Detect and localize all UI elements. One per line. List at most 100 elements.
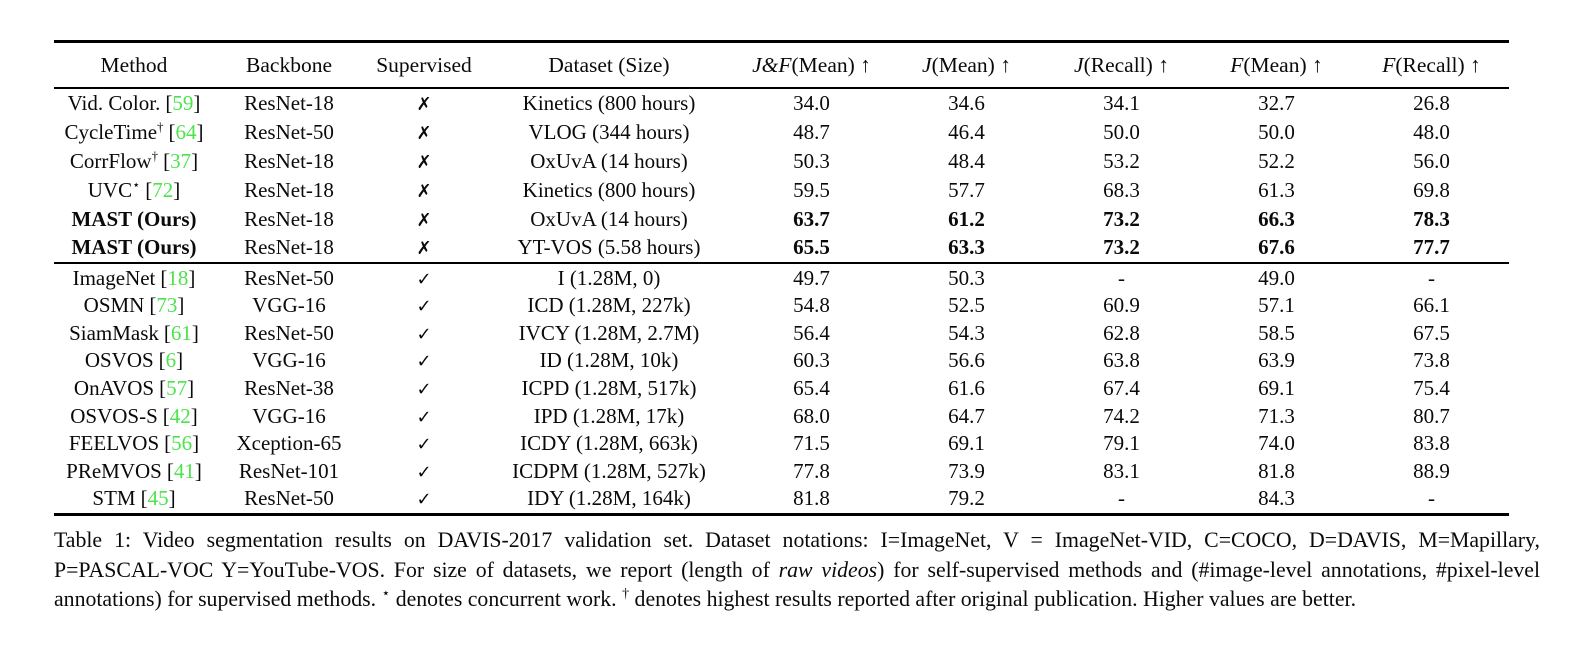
citation-number[interactable]: 41 <box>173 458 195 483</box>
metric-value: 68.0 <box>793 403 830 428</box>
citation-number[interactable]: 59 <box>172 90 194 115</box>
metric-value: 60.3 <box>793 348 830 373</box>
method-name: CorrFlow <box>69 148 152 173</box>
method-cell: STM [45] <box>54 486 214 511</box>
metric-value: 54.8 <box>793 293 830 318</box>
dataset-cell: IPD (1.28M, 17k) <box>533 403 685 428</box>
citation-link[interactable]: [42] <box>163 404 198 428</box>
backbone-cell: VGG-16 <box>252 348 326 373</box>
citation-link[interactable]: [45] <box>141 486 176 510</box>
citation-number[interactable]: 18 <box>167 265 189 290</box>
supervised-cell: ✓ <box>364 486 484 511</box>
citation-number[interactable]: 45 <box>147 486 169 511</box>
method-name: Vid. Color. <box>67 90 161 115</box>
method-cell: MAST (Ours) <box>54 235 214 260</box>
table-row: FEELVOS [56] Xception-65 ✓ ICDY (1.28M, 6… <box>54 430 1509 458</box>
results-table: Method Backbone Supervised Dataset (Size) J&… <box>54 40 1509 516</box>
citation-bracket-close: ] <box>187 376 195 401</box>
method-superscript: ⋆ <box>132 176 141 192</box>
citation-link[interactable]: [59] <box>165 91 200 115</box>
citation-bracket-close: ] <box>177 293 185 318</box>
backbone-cell: ResNet-18 <box>244 177 334 202</box>
metric-value: 63.9 <box>1258 348 1295 373</box>
citation-bracket-close: ] <box>193 90 201 115</box>
method-name: PReMVOS <box>66 458 162 483</box>
supervised-cell: ✗ <box>364 207 484 232</box>
metric-value: 73.9 <box>948 458 985 483</box>
dataset-cell: ID (1.28M, 10k) <box>539 348 679 373</box>
table-section-self-supervised: Vid. Color. [59] ResNet-18 ✗ Kinetics (80… <box>54 89 1509 262</box>
metric-value: 50.3 <box>793 148 830 173</box>
citation-link[interactable]: [73] <box>149 293 184 317</box>
dataset-cell: OxUvA (14 hours) <box>530 148 688 173</box>
method-cell: CorrFlow† [37] <box>54 149 214 174</box>
table-row: PReMVOS [41] ResNet-101 ✓ ICDPM (1.28M, 5… <box>54 458 1509 486</box>
metric-value: - <box>1428 265 1435 290</box>
method-name: OSMN <box>83 293 145 318</box>
dataset-cell: IVCY (1.28M, 2.7M) <box>518 320 700 345</box>
metric-value: 83.1 <box>1103 458 1140 483</box>
metric-value: 50.0 <box>1258 119 1295 144</box>
caption-segment: denotes highest results reported after o… <box>629 587 1357 612</box>
metric-value: 54.3 <box>948 320 985 345</box>
citation-number[interactable]: 42 <box>169 403 191 428</box>
method-cell: UVC⋆ [72] <box>54 178 214 203</box>
column-header: J(Mean) ↑ <box>889 53 1044 78</box>
column-header-math: F <box>1230 52 1244 77</box>
method-superscript: † <box>157 118 164 134</box>
metric-value: 61.3 <box>1258 177 1295 202</box>
metric-value: 32.7 <box>1258 90 1295 115</box>
metric-value: - <box>1428 486 1435 511</box>
method-cell: CycleTime† [64] <box>54 120 214 145</box>
citation-number[interactable]: 37 <box>170 148 192 173</box>
citation-bracket-close: ] <box>168 486 176 511</box>
caption-segment: ) for self-supervised methods and (#imag… <box>54 557 1540 612</box>
metric-value: 75.4 <box>1413 376 1450 401</box>
metric-value: 74.0 <box>1258 431 1295 456</box>
method-name: OSVOS <box>84 348 154 373</box>
citation-number[interactable]: 6 <box>165 348 177 373</box>
citation-bracket-open: [ <box>166 458 174 483</box>
method-name: CycleTime <box>64 119 158 144</box>
citation-bracket-close: ] <box>196 119 204 144</box>
citation-link[interactable]: [6] <box>159 348 184 372</box>
citation-link[interactable]: [61] <box>164 321 199 345</box>
dataset-cell: IDY (1.28M, 164k) <box>527 486 691 511</box>
metric-value: - <box>1118 265 1125 290</box>
column-header: J&F(Mean) ↑ <box>734 53 889 78</box>
citation-bracket-open: [ <box>160 265 168 290</box>
supervised-cell: ✗ <box>364 91 484 116</box>
citation-number[interactable]: 73 <box>156 293 178 318</box>
citation-link[interactable]: [37] <box>163 149 198 173</box>
metric-value: 65.5 <box>793 235 830 260</box>
metric-value: 52.5 <box>948 293 985 318</box>
cross-icon: ✗ <box>416 180 432 202</box>
citation-bracket-close: ] <box>176 348 184 373</box>
method-cell: OSVOS [6] <box>54 348 214 373</box>
citation-number[interactable]: 61 <box>170 320 192 345</box>
citation-link[interactable]: [72] <box>145 178 180 202</box>
check-icon: ✓ <box>416 268 432 290</box>
citation-link[interactable]: [18] <box>160 266 195 290</box>
citation-link[interactable]: [64] <box>169 120 204 144</box>
citation-number[interactable]: 72 <box>152 177 174 202</box>
citation-bracket-close: ] <box>188 265 196 290</box>
metric-value: 73.2 <box>1103 235 1140 260</box>
table-mid-rule <box>54 262 1509 265</box>
citation-number[interactable]: 57 <box>166 376 188 401</box>
citation-number[interactable]: 56 <box>171 431 193 456</box>
check-icon: ✓ <box>416 489 432 511</box>
column-header-label: (Mean) ↑ <box>1243 52 1323 77</box>
dataset-cell: ICDY (1.28M, 663k) <box>520 431 698 456</box>
metric-value: 80.7 <box>1413 403 1450 428</box>
backbone-cell: ResNet-50 <box>244 320 334 345</box>
citation-number[interactable]: 64 <box>175 119 197 144</box>
citation-link[interactable]: [57] <box>159 376 194 400</box>
citation-link[interactable]: [56] <box>164 431 199 455</box>
table-row: UVC⋆ [72] ResNet-18 ✗ Kinetics (800 hours… <box>54 176 1509 205</box>
supervised-cell: ✗ <box>364 235 484 260</box>
metric-value: 46.4 <box>948 119 985 144</box>
citation-bracket-open: [ <box>162 403 170 428</box>
citation-link[interactable]: [41] <box>167 459 202 483</box>
